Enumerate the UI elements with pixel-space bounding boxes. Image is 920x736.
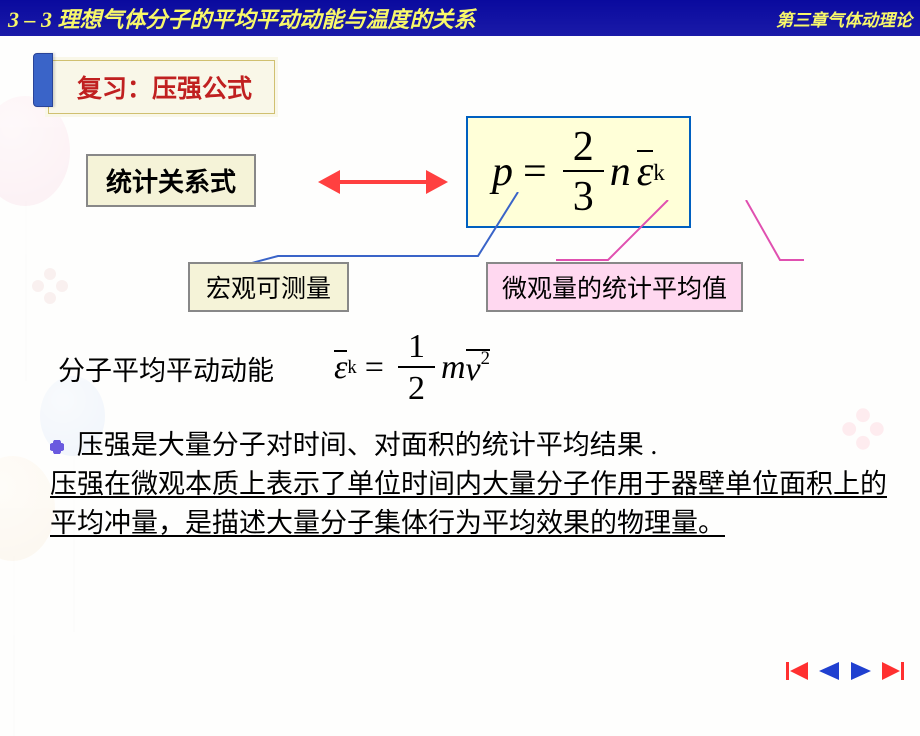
exp-2: 2 [481, 348, 490, 369]
kinetic-energy-row: 分子平均平动动能 εk = 1 2 m v2 [48, 330, 892, 406]
slide-nav [784, 660, 906, 682]
nav-next-button[interactable] [848, 660, 874, 682]
nav-last-button[interactable] [880, 660, 906, 682]
v2-bar: v2 [466, 348, 490, 389]
explanation-paragraph: 压强是大量分子对时间、对面积的统计平均结果 . 压强在微观本质上表示了单位时间内… [48, 426, 892, 543]
fraction: 1 2 [398, 330, 435, 406]
review-prefix: 复习： [77, 76, 152, 103]
nav-prev-button[interactable] [816, 660, 842, 682]
review-box: 复习：压强公式 [48, 60, 275, 114]
numerator: 2 [563, 126, 604, 172]
pressure-formula-box: p = 2 3 n εk [466, 116, 691, 228]
equals: = [365, 349, 384, 387]
var-v: v [466, 350, 481, 387]
bullet-icon [50, 440, 64, 454]
ke-formula: εk = 1 2 m v2 [334, 330, 490, 406]
fraction: 2 3 [563, 126, 604, 218]
slide-header: 3 – 3 理想气体分子的平均平动动能与温度的关系 第三章气体动理论 [0, 0, 920, 36]
micro-box: 微观量的统计平均值 [486, 262, 743, 312]
slide-content: 复习：压强公式 统计关系式 p = 2 3 n εk [0, 36, 920, 656]
epsilon-bar: ε [637, 148, 654, 196]
stat-relation-box: 统计关系式 [86, 154, 256, 207]
epsilon-bar: ε [334, 349, 347, 387]
header-title: 3 – 3 理想气体分子的平均平动动能与温度的关系 [8, 2, 776, 34]
review-text: 压强公式 [152, 76, 252, 103]
formula-row: 统计关系式 p = 2 3 n εk 宏观可测量 [48, 132, 892, 322]
var-p: p [492, 148, 513, 196]
nav-first-button[interactable] [784, 660, 810, 682]
macro-box: 宏观可测量 [188, 262, 349, 312]
denominator: 2 [398, 368, 435, 406]
title-main: 理想气体分子的平均平动动能与温度的关系 [58, 7, 476, 32]
pressure-formula: p = 2 3 n εk [492, 126, 665, 218]
equals: = [523, 148, 547, 196]
numerator: 1 [398, 330, 435, 368]
var-epsilon: ε [637, 149, 654, 195]
subscript-k: k [653, 159, 665, 186]
var-n: n [610, 148, 631, 196]
subscript-k: k [347, 357, 356, 379]
double-arrow-icon [318, 162, 448, 202]
para-line1: 压强是大量分子对时间、对面积的统计平均结果 . [77, 430, 658, 460]
section-number: 3 – 3 [8, 7, 52, 32]
header-chapter: 第三章气体动理论 [776, 6, 912, 31]
denominator: 3 [563, 172, 604, 218]
var-epsilon: ε [334, 349, 347, 386]
para-line2: 压强在微观本质上表示了单位时间内大量分子作用于器壁单位面积上的平均冲量，是描述大… [50, 469, 887, 538]
var-m: m [441, 349, 466, 387]
ke-label: 分子平均平动动能 [58, 349, 274, 388]
